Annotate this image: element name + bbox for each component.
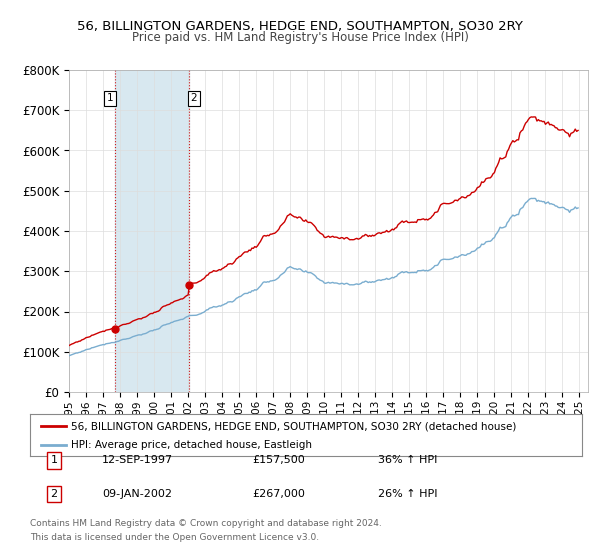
Text: 56, BILLINGTON GARDENS, HEDGE END, SOUTHAMPTON, SO30 2RY: 56, BILLINGTON GARDENS, HEDGE END, SOUTH… — [77, 20, 523, 32]
Text: 2: 2 — [190, 93, 197, 103]
Text: £157,500: £157,500 — [252, 455, 305, 465]
Text: Contains HM Land Registry data © Crown copyright and database right 2024.: Contains HM Land Registry data © Crown c… — [30, 519, 382, 528]
Text: £267,000: £267,000 — [252, 489, 305, 499]
Text: 56, BILLINGTON GARDENS, HEDGE END, SOUTHAMPTON, SO30 2RY (detached house): 56, BILLINGTON GARDENS, HEDGE END, SOUTH… — [71, 421, 517, 431]
Text: Price paid vs. HM Land Registry's House Price Index (HPI): Price paid vs. HM Land Registry's House … — [131, 31, 469, 44]
Text: This data is licensed under the Open Government Licence v3.0.: This data is licensed under the Open Gov… — [30, 533, 319, 542]
Text: 1: 1 — [107, 93, 113, 103]
Bar — [115, 70, 188, 392]
Text: HPI: Average price, detached house, Eastleigh: HPI: Average price, detached house, East… — [71, 440, 313, 450]
Text: 12-SEP-1997: 12-SEP-1997 — [102, 455, 173, 465]
Text: 2: 2 — [50, 489, 58, 499]
Text: 1: 1 — [50, 455, 58, 465]
Text: 09-JAN-2002: 09-JAN-2002 — [102, 489, 172, 499]
Text: 26% ↑ HPI: 26% ↑ HPI — [378, 489, 437, 499]
Text: 36% ↑ HPI: 36% ↑ HPI — [378, 455, 437, 465]
